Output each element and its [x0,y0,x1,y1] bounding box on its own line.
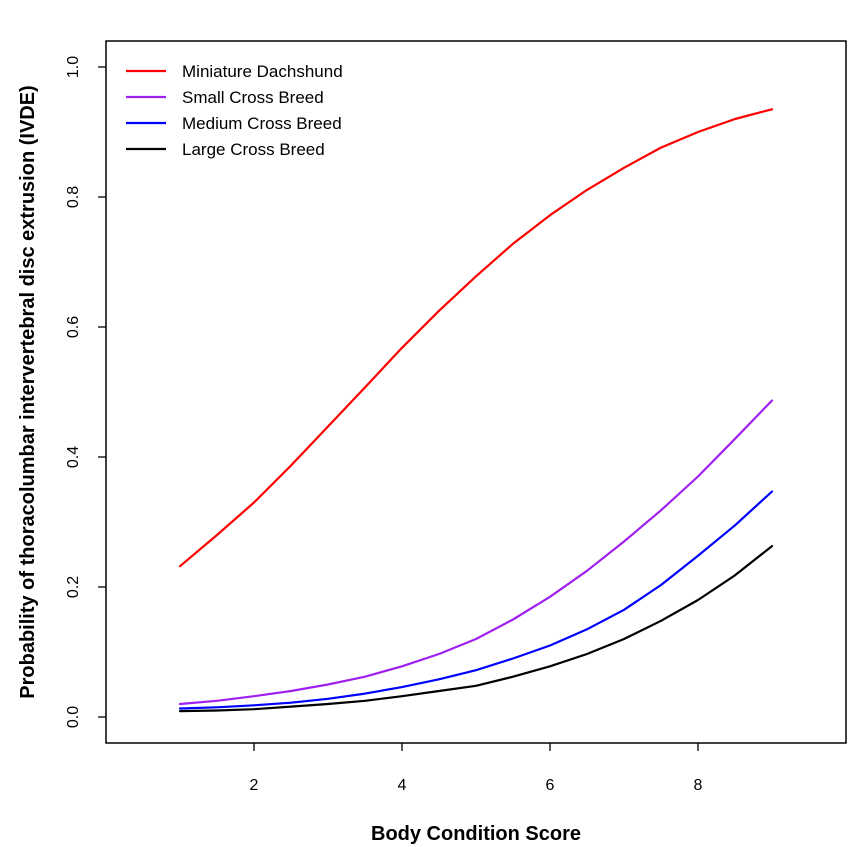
y-tick-label: 0.8 [65,186,82,208]
plot-frame [105,40,847,744]
x-tick-label: 4 [398,777,407,794]
y-axis: 0.0 0.2 0.4 0.6 0.8 1.0 [65,56,106,728]
y-tick-label: 0.2 [65,576,82,598]
y-tick-label: 0.6 [65,316,82,338]
legend-label: Medium Cross Breed [182,114,342,133]
series-line [178,108,774,568]
y-tick-label: 1.0 [65,56,82,78]
x-tick-label: 6 [546,777,555,794]
x-tick-label: 8 [694,777,703,794]
y-axis-title: Probability of thoracolumbar interverteb… [17,85,39,698]
legend-label: Small Cross Breed [182,88,324,107]
legend-label: Miniature Dachshund [182,62,343,81]
x-axis: 2 4 6 8 [250,743,703,794]
series-line [178,399,774,706]
series-line [178,490,774,710]
y-tick-label: 0.0 [65,706,82,728]
x-tick-label: 2 [250,777,259,794]
y-tick-label: 0.4 [65,446,82,468]
legend: Miniature Dachshund Small Cross Breed Medi… [126,62,343,159]
series-lines [178,108,774,713]
x-axis-title: Body Condition Score [371,823,581,845]
series-line [178,544,774,713]
legend-label: Large Cross Breed [182,140,325,159]
